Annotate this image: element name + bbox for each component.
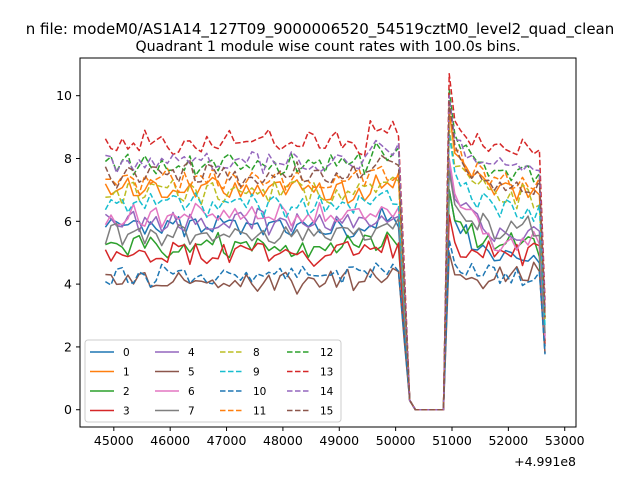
- legend-label-7: 7: [188, 406, 195, 418]
- axes-frame: [79, 57, 577, 428]
- x-axis-ticks: 45000 46000 47000 48000 49000 50000 51000 52000…: [94, 427, 585, 448]
- chart-suptitle: n file: modeM0/AS1A14_127T09_9000006520_…: [26, 20, 615, 39]
- y-tick-label: 8: [64, 151, 72, 166]
- y-tick-label: 4: [64, 277, 72, 292]
- y-tick-label: 6: [64, 214, 72, 229]
- legend-label-15: 15: [320, 406, 333, 418]
- x-tick-label: 53000: [545, 433, 585, 448]
- series-line-10: [105, 239, 546, 411]
- legend-label-14: 14: [320, 386, 334, 398]
- series-line-13: [104, 72, 546, 411]
- series-line-2: [105, 189, 546, 411]
- y-axis-ticks: 0 2 4 6 8 10: [56, 88, 80, 417]
- legend-label-12: 12: [320, 347, 333, 359]
- x-tick-label: 52000: [488, 433, 528, 448]
- x-tick-label: 49000: [319, 433, 359, 448]
- y-tick-label: 2: [64, 339, 72, 354]
- legend-label-13: 13: [320, 367, 333, 379]
- y-tick-label: 10: [56, 88, 72, 103]
- legend-label-3: 3: [123, 406, 130, 418]
- x-tick-label: 46000: [150, 433, 190, 448]
- y-tick-label: 0: [64, 402, 72, 417]
- series-line-8: [105, 126, 546, 411]
- legend-label-8: 8: [253, 347, 260, 359]
- series-line-6: [104, 157, 546, 411]
- legend-label-6: 6: [188, 386, 195, 398]
- x-tick-label: 47000: [207, 433, 247, 448]
- x-tick-label: 51000: [432, 433, 472, 448]
- x-axis-offset-label: +4.991e8: [514, 454, 576, 469]
- legend-label-4: 4: [188, 347, 195, 359]
- legend-label-0: 0: [123, 347, 130, 359]
- legend-label-5: 5: [188, 367, 195, 379]
- legend-label-1: 1: [123, 367, 130, 379]
- series-layer: [104, 72, 546, 411]
- x-tick-label: 48000: [263, 433, 303, 448]
- x-tick-label: 50000: [376, 433, 416, 448]
- series-line-15: [104, 101, 546, 411]
- chart-title: Quadrant 1 module wise count rates with …: [135, 39, 520, 55]
- series-line-3: [104, 214, 546, 411]
- legend-frame: [84, 339, 342, 423]
- series-line-14: [105, 94, 546, 411]
- legend-label-10: 10: [253, 386, 266, 398]
- legend-label-9: 9: [253, 367, 260, 379]
- series-line-9: [104, 132, 546, 411]
- series-line-5: [105, 251, 546, 411]
- x-tick-label: 45000: [94, 433, 134, 448]
- series-line-12: [104, 88, 546, 411]
- legend-label-2: 2: [123, 386, 130, 398]
- series-line-7: [104, 170, 546, 411]
- legend-label-11: 11: [253, 406, 266, 418]
